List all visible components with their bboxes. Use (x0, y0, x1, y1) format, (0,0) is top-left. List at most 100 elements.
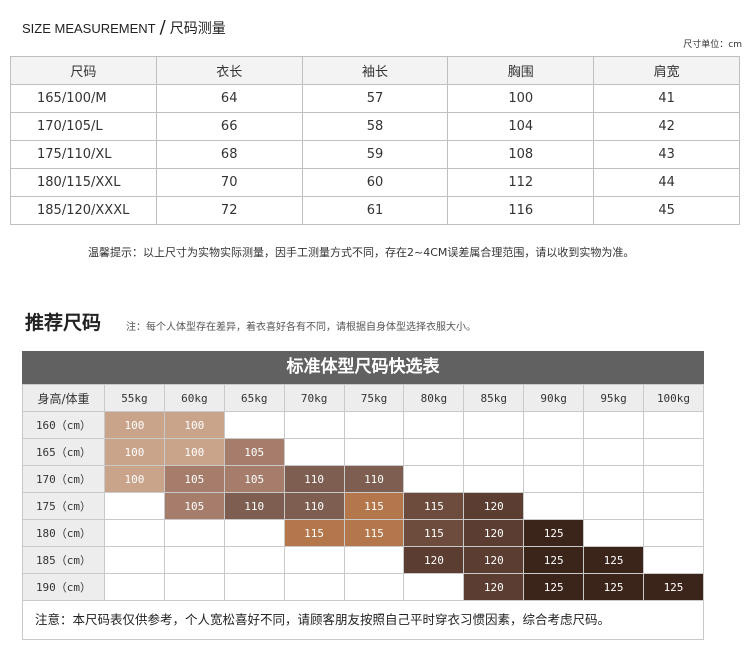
table-row: 175（cm） 105 110 110 115 115 120 (22, 492, 704, 520)
size-cell (343, 573, 405, 601)
size-cell (283, 438, 345, 466)
size-cell: 125 (583, 546, 645, 574)
size-cell: 100 (163, 411, 225, 439)
weight-header: 60kg (163, 384, 225, 412)
size-cell (403, 465, 465, 493)
weight-header: 90kg (523, 384, 585, 412)
table-row: 180（cm） 115 115 115 120 125 (22, 519, 704, 547)
size-cell: 125 (643, 573, 704, 601)
size-cell: 105 (223, 438, 285, 466)
recommend-title: 推荐尺码 (25, 312, 102, 334)
table-row: 160（cm） 100 100 (22, 411, 704, 439)
size-cell: 57 (301, 84, 449, 113)
size-cell (343, 546, 405, 574)
size-cell (463, 411, 525, 439)
size-cell: 104 (447, 112, 595, 141)
size-measurement-table: 尺码 衣长 袖长 胸围 肩宽 165/100/M 64 57 100 41 170/105/L 66… (10, 56, 740, 225)
size-cell: 100 (104, 465, 165, 493)
height-header: 180（cm） (22, 519, 105, 547)
size-column-header: 袖长 (301, 56, 449, 85)
size-cell (403, 411, 465, 439)
size-cell (583, 465, 645, 493)
size-cell: 105 (163, 465, 225, 493)
size-cell: 58 (301, 112, 449, 141)
size-cell (223, 546, 285, 574)
size-cell: 115 (403, 492, 465, 520)
size-cell (523, 411, 585, 439)
size-cell: 120 (463, 573, 525, 601)
weight-header: 95kg (583, 384, 645, 412)
size-cell (643, 519, 704, 547)
size-cell: 41 (593, 84, 740, 113)
size-cell: 115 (343, 519, 405, 547)
size-cell: 110 (343, 465, 405, 493)
size-cell (283, 546, 345, 574)
size-cell (523, 465, 585, 493)
size-cell (283, 411, 345, 439)
size-cell: 165/100/M (10, 84, 157, 113)
size-cell: 45 (593, 196, 740, 225)
size-cell: 61 (301, 196, 449, 225)
size-cell: 59 (301, 140, 449, 169)
size-cell (643, 411, 704, 439)
size-cell: 100 (104, 438, 165, 466)
size-cell (523, 438, 585, 466)
weight-header: 100kg (643, 384, 704, 412)
height-header: 185（cm） (22, 546, 105, 574)
table-row: 165（cm） 100 100 105 (22, 438, 704, 466)
size-cell: 170/105/L (10, 112, 157, 141)
size-column-header: 衣长 (155, 56, 303, 85)
size-cell (223, 573, 285, 601)
size-cell: 120 (403, 546, 465, 574)
size-cell: 115 (343, 492, 405, 520)
height-header: 170（cm） (22, 465, 105, 493)
height-header: 175（cm） (22, 492, 105, 520)
size-cell (583, 438, 645, 466)
size-cell (643, 546, 704, 574)
size-cell: 110 (283, 492, 345, 520)
header-separator: / (159, 17, 166, 38)
size-cell (163, 573, 225, 601)
height-header: 165（cm） (22, 438, 105, 466)
weight-header: 65kg (223, 384, 285, 412)
size-cell (643, 465, 704, 493)
quick-chart-corner: 身高/体重 (22, 384, 105, 412)
size-cell: 125 (523, 573, 585, 601)
size-cell (523, 492, 585, 520)
size-cell (104, 519, 165, 547)
size-cell: 185/120/XXXL (10, 196, 157, 225)
table-row: 170（cm） 100 105 105 110 110 (22, 465, 704, 493)
size-cell: 72 (155, 196, 303, 225)
table-row: 185/120/XXXL 72 61 116 45 (10, 196, 740, 225)
size-cell: 68 (155, 140, 303, 169)
section-header: SIZE MEASUREMENT / 尺码测量 (22, 17, 226, 38)
size-cell: 125 (523, 546, 585, 574)
size-cell: 125 (523, 519, 585, 547)
height-header: 190（cm） (22, 573, 105, 601)
size-cell (643, 492, 704, 520)
size-cell: 120 (463, 492, 525, 520)
size-cell (343, 438, 405, 466)
table-row: 190（cm） 120 125 125 125 (22, 573, 704, 601)
size-cell: 108 (447, 140, 595, 169)
header-english: SIZE MEASUREMENT (22, 21, 156, 36)
quick-chart-title: 标准体型尺码快选表 (22, 351, 704, 384)
size-cell (403, 573, 465, 601)
size-column-header: 胸围 (447, 56, 595, 85)
size-column-header: 肩宽 (593, 56, 740, 85)
size-cell: 100 (447, 84, 595, 113)
size-cell (583, 492, 645, 520)
weight-header: 75kg (343, 384, 405, 412)
size-cell: 120 (463, 546, 525, 574)
table-row: 185（cm） 120 120 125 125 (22, 546, 704, 574)
size-cell: 64 (155, 84, 303, 113)
size-cell: 110 (283, 465, 345, 493)
weight-header: 55kg (104, 384, 165, 412)
table-row: 165/100/M 64 57 100 41 (10, 84, 740, 113)
size-cell (104, 546, 165, 574)
table-row: 175/110/XL 68 59 108 43 (10, 140, 740, 169)
weight-header: 85kg (463, 384, 525, 412)
size-cell: 112 (447, 168, 595, 197)
size-cell: 120 (463, 519, 525, 547)
size-cell: 105 (163, 492, 225, 520)
